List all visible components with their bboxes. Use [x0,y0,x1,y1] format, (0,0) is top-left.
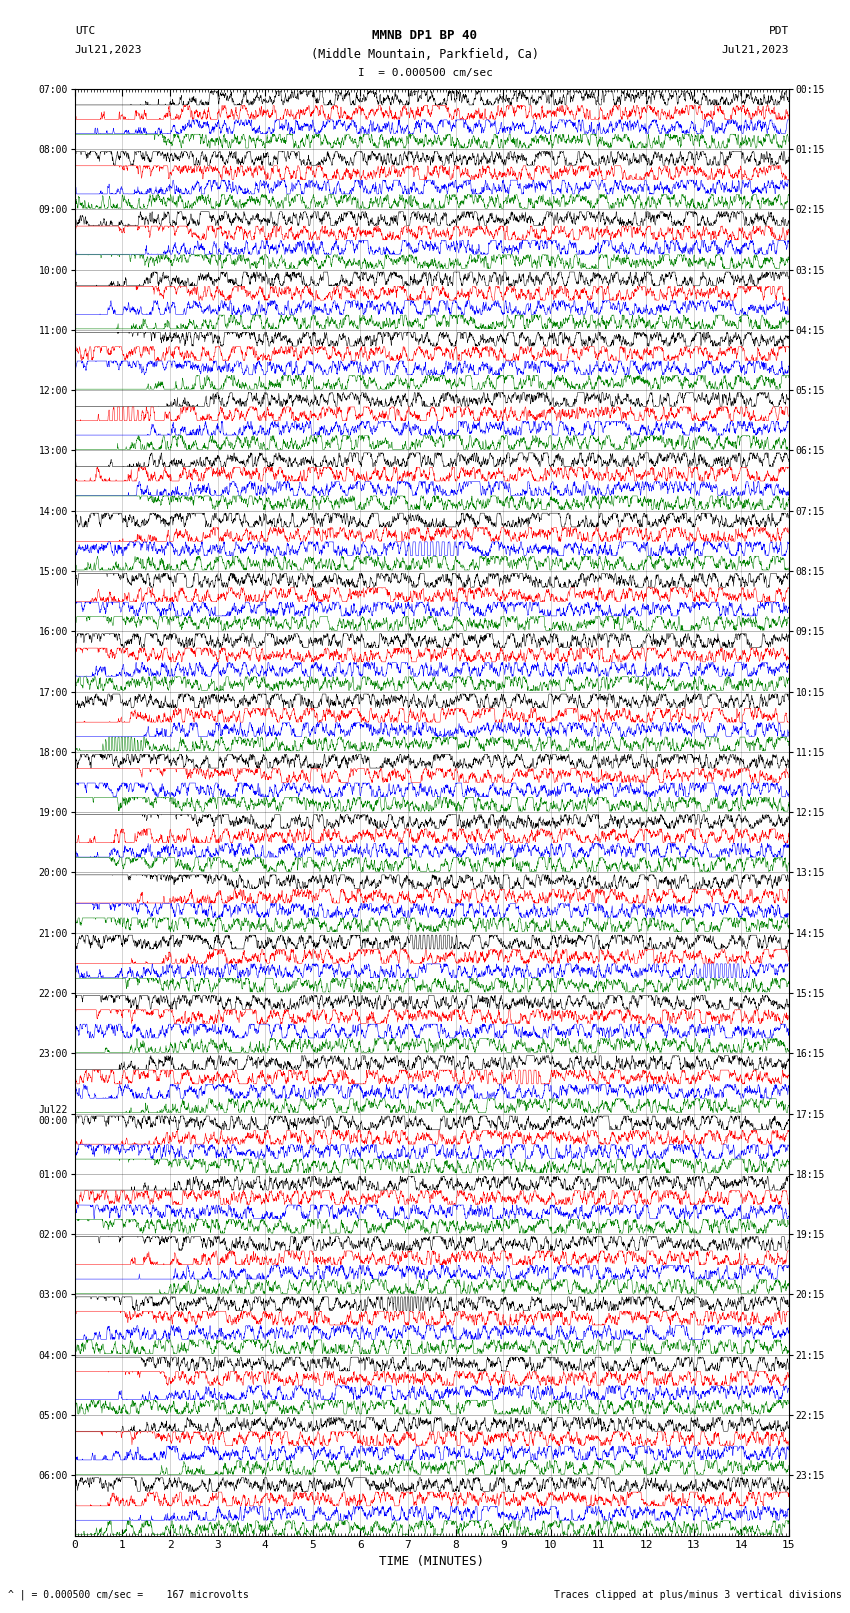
Text: (Middle Mountain, Parkfield, Ca): (Middle Mountain, Parkfield, Ca) [311,48,539,61]
Text: ^ | = 0.000500 cm/sec =    167 microvolts: ^ | = 0.000500 cm/sec = 167 microvolts [8,1589,249,1600]
X-axis label: TIME (MINUTES): TIME (MINUTES) [379,1555,484,1568]
Text: Jul21,2023: Jul21,2023 [722,45,789,55]
Text: Traces clipped at plus/minus 3 vertical divisions: Traces clipped at plus/minus 3 vertical … [553,1590,842,1600]
Text: I  = 0.000500 cm/sec: I = 0.000500 cm/sec [358,68,492,77]
Text: UTC: UTC [75,26,95,35]
Text: MMNB DP1 BP 40: MMNB DP1 BP 40 [372,29,478,42]
Text: Jul21,2023: Jul21,2023 [75,45,142,55]
Text: PDT: PDT [768,26,789,35]
